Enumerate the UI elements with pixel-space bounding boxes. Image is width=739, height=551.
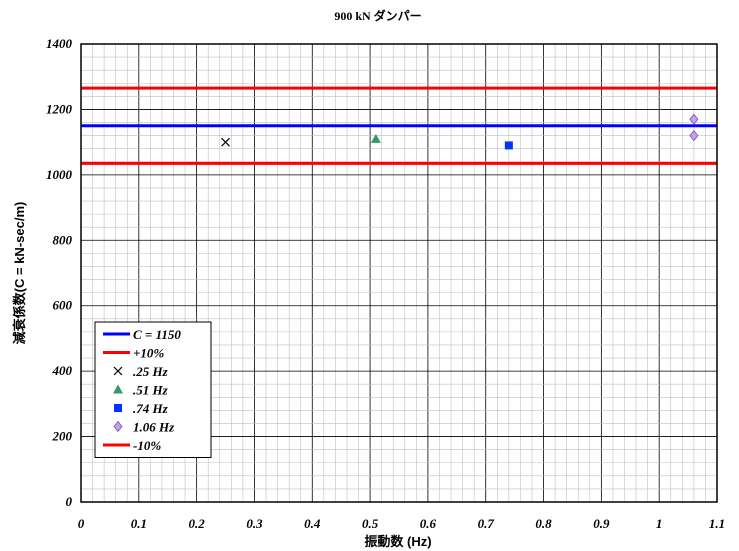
- data-point: [370, 133, 381, 143]
- legend-marker-swatch: [114, 404, 122, 412]
- x-tick-label: 0.7: [478, 516, 495, 531]
- y-tick-label: 400: [52, 363, 73, 378]
- legend-label: +10%: [133, 346, 164, 361]
- legend-marker-swatch: [113, 384, 123, 394]
- y-tick-label: 0: [66, 494, 73, 509]
- legend-label: -10%: [133, 438, 161, 453]
- data-point: [689, 129, 699, 142]
- y-axis-label: 減衰係数(C = kN-sec/m): [12, 202, 27, 345]
- legend-label: C = 1150: [133, 327, 181, 342]
- x-tick-label: 1: [656, 516, 663, 531]
- data-points: [221, 113, 699, 150]
- legend: C = 1150 +10% .25 Hz .51 Hz .74 Hz 1.06 Hz -10…: [94, 321, 212, 458]
- legend-marker-swatch: [113, 420, 123, 433]
- legend-label: .51 Hz: [133, 383, 169, 398]
- legend-box: [94, 321, 212, 458]
- legend-marker-swatch: [113, 366, 123, 376]
- x-tick-label: 0.3: [246, 516, 263, 531]
- x-tick-label: 0.2: [189, 516, 206, 531]
- x-tick-label: 0.8: [535, 516, 552, 531]
- x-axis-label: 振動数 (Hz): [364, 534, 431, 549]
- y-tick-label: 600: [53, 298, 73, 313]
- x-tick-label: 0.6: [420, 516, 437, 531]
- data-point: [221, 137, 230, 147]
- legend-label: .74 Hz: [133, 401, 169, 416]
- data-point: [504, 141, 513, 150]
- x-tick-label: 1.1: [709, 516, 725, 531]
- legend-label: .25 Hz: [133, 364, 169, 379]
- plot-frame: [80, 43, 718, 503]
- legend-label: 1.06 Hz: [133, 420, 175, 435]
- x-tick-label: 0.1: [131, 516, 147, 531]
- reference-lines: [81, 86, 717, 165]
- y-tick-labels: 0 200 400 600 800 1000 1200 1400: [46, 36, 73, 509]
- x-tick-label: 0.4: [304, 516, 321, 531]
- x-tick-labels: 0 0.1 0.2 0.3 0.4 0.5 0.6 0.7 0.8 0.9 1 1.1: [78, 516, 725, 531]
- chart-title: 900 kN ダンパー: [334, 8, 421, 23]
- x-tick-label: 0: [78, 516, 85, 531]
- y-tick-label: 1000: [46, 167, 73, 182]
- y-tick-label: 200: [52, 429, 73, 444]
- x-tick-label: 0.9: [593, 516, 610, 531]
- data-point: [689, 113, 699, 125]
- x-tick-label: 0.5: [362, 516, 379, 531]
- y-tick-label: 800: [53, 232, 73, 247]
- y-tick-label: 1400: [46, 36, 73, 51]
- y-tick-label: 1200: [46, 101, 73, 116]
